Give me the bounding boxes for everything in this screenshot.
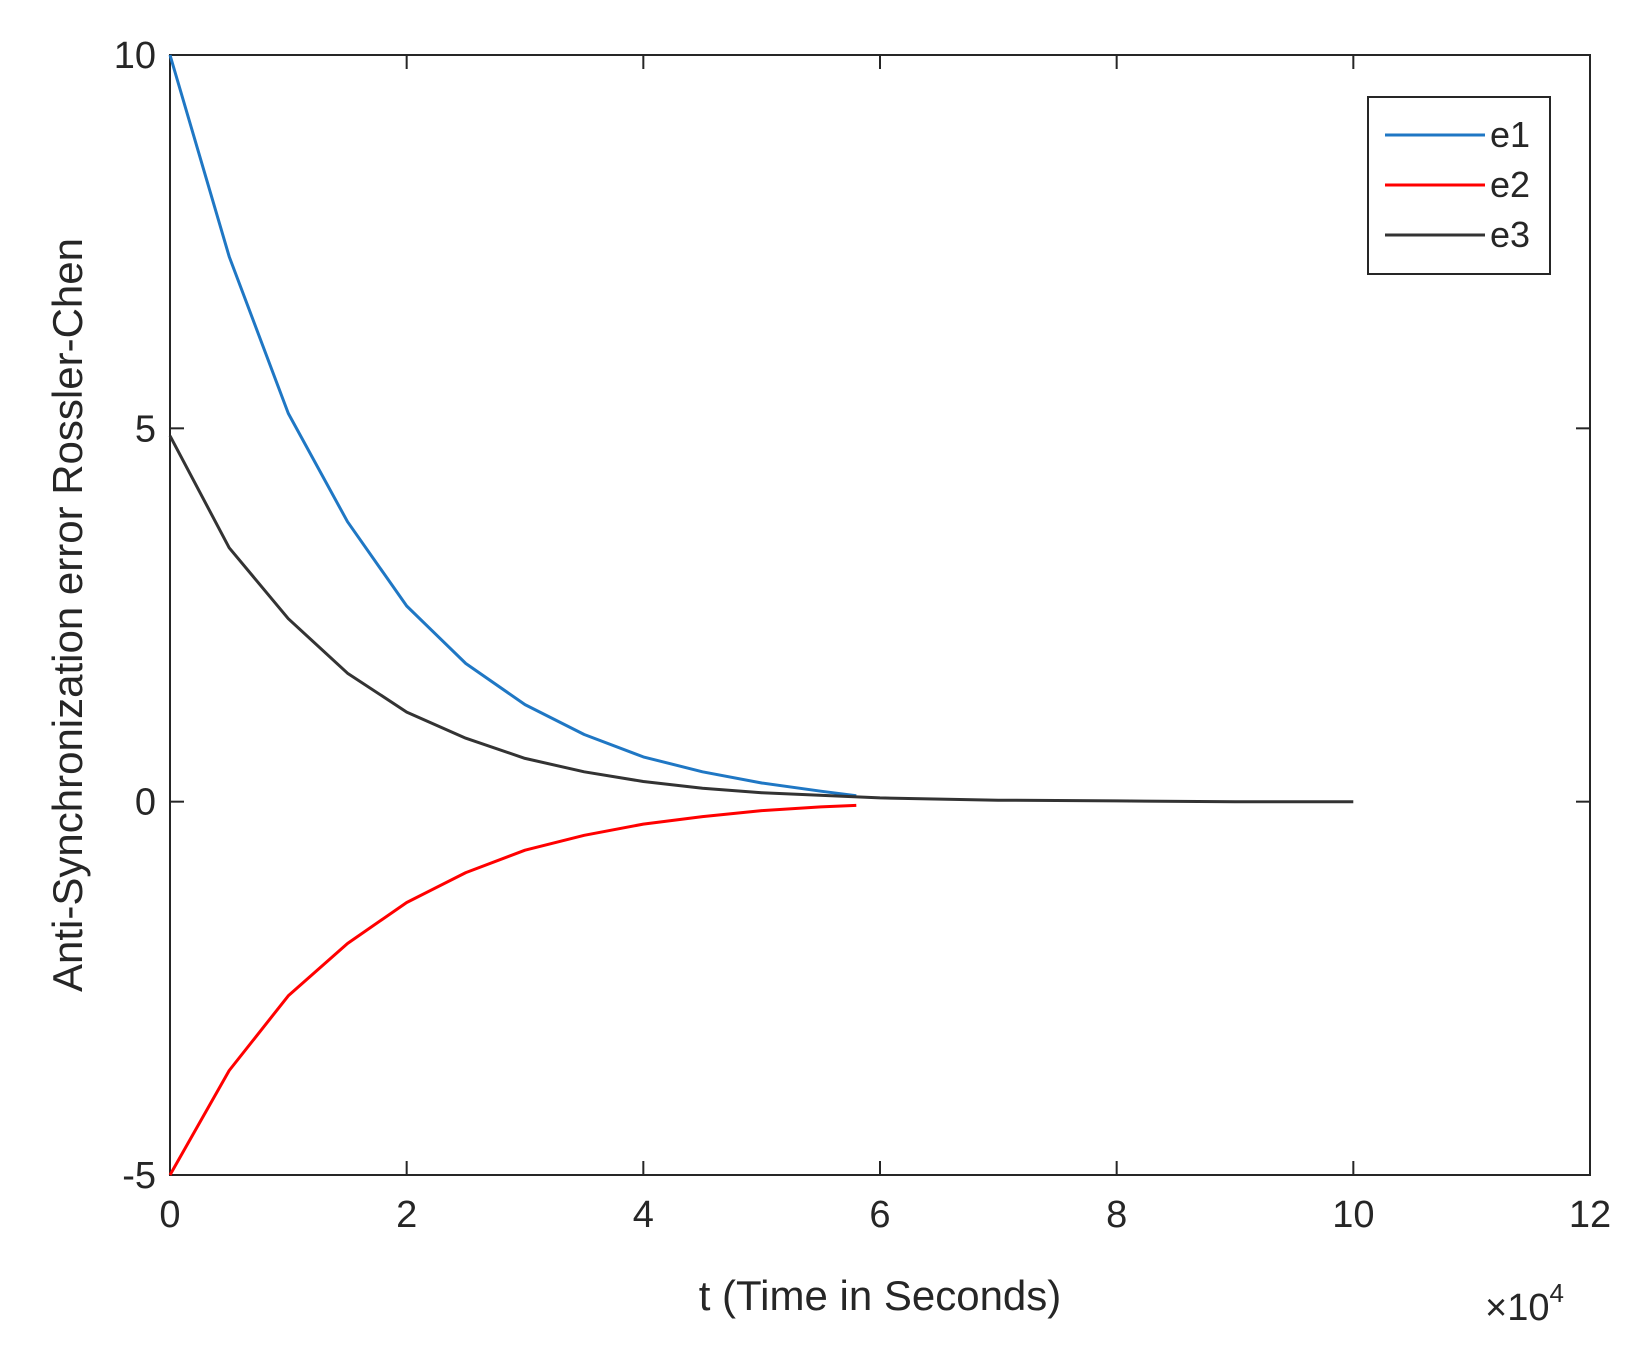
- legend-items: e1 e2 e3: [1385, 114, 1530, 255]
- series-line-e3: [168, 435, 1354, 804]
- x-exponent-base: ×10: [1485, 1287, 1549, 1329]
- x-tick-label: 0: [159, 1194, 180, 1236]
- y-axis-label: Anti-Synchronization error Rossler-Chen: [44, 238, 91, 992]
- x-tick-label: 4: [633, 1194, 654, 1236]
- legend-label-e3: e3: [1490, 214, 1530, 255]
- y-tick-label: -5: [122, 1155, 156, 1197]
- x-tick-label: 12: [1569, 1194, 1611, 1236]
- y-tick-label: 0: [135, 782, 156, 824]
- series-layer: [168, 54, 1354, 1176]
- legend-label-e1: e1: [1490, 114, 1530, 155]
- x-tick-label: 2: [396, 1194, 417, 1236]
- x-axis-label: t (Time in Seconds): [699, 1272, 1062, 1319]
- x-tick-label: 6: [869, 1194, 890, 1236]
- legend: e1 e2 e3: [1367, 96, 1551, 275]
- series-line-e2: [168, 803, 857, 1176]
- x-axis-exponent: ×104: [1485, 1278, 1564, 1329]
- x-tick-label: 8: [1106, 1194, 1127, 1236]
- legend-label-e2: e2: [1490, 164, 1530, 205]
- plot-area: [169, 54, 1591, 1176]
- y-tick-label: 10: [114, 35, 156, 77]
- x-exponent-power: 4: [1549, 1278, 1563, 1308]
- series-line-e1: [168, 54, 857, 798]
- y-tick-label: 5: [135, 408, 156, 450]
- x-tick-label: 10: [1332, 1194, 1374, 1236]
